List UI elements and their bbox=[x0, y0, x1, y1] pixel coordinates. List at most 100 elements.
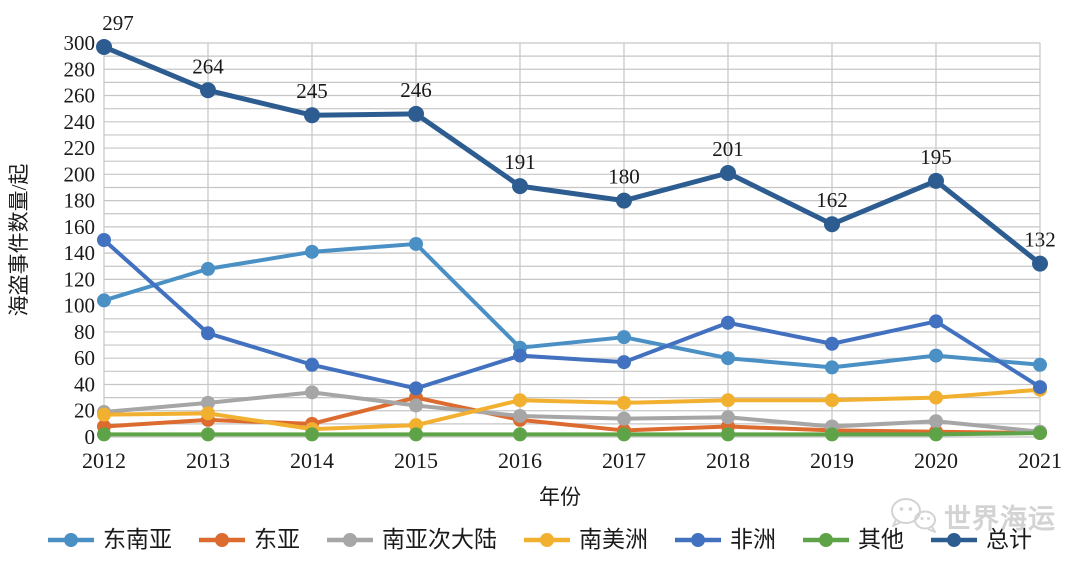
data-point bbox=[617, 427, 631, 442]
data-point bbox=[617, 411, 631, 426]
y-tick-label: 80 bbox=[74, 320, 95, 344]
data-point bbox=[200, 82, 216, 99]
x-tick-label: 2019 bbox=[810, 448, 854, 473]
total-data-label: 195 bbox=[920, 145, 952, 169]
data-point bbox=[1033, 357, 1047, 372]
data-point bbox=[513, 427, 527, 442]
data-point bbox=[617, 355, 631, 370]
data-point bbox=[825, 427, 839, 442]
axis-labels: 0204060801001201401601802002202402602803… bbox=[64, 31, 1063, 473]
series-line bbox=[103, 390, 1041, 434]
data-point bbox=[97, 233, 111, 247]
data-point bbox=[201, 261, 215, 276]
y-tick-label: 220 bbox=[64, 136, 96, 160]
y-axis-title: 海盗事件数量/起 bbox=[7, 164, 31, 317]
legend-item-2: 南亚次大陆 bbox=[327, 528, 497, 551]
legend-marker-icon bbox=[524, 532, 570, 547]
data-point bbox=[513, 348, 527, 363]
data-point bbox=[97, 407, 111, 422]
data-point bbox=[824, 216, 840, 233]
total-data-label: 297 bbox=[102, 11, 134, 35]
data-point bbox=[408, 105, 424, 122]
y-tick-label: 180 bbox=[64, 189, 96, 213]
data-point bbox=[825, 336, 839, 351]
x-tick-label: 2012 bbox=[82, 448, 126, 473]
data-point bbox=[409, 398, 423, 413]
x-tick-label: 2018 bbox=[706, 448, 750, 473]
y-tick-label: 100 bbox=[64, 294, 96, 318]
y-tick-label: 200 bbox=[64, 162, 96, 186]
data-point bbox=[96, 38, 112, 55]
data-point bbox=[929, 414, 943, 429]
total-data-label: 162 bbox=[816, 188, 848, 212]
series-line bbox=[104, 431, 1041, 437]
data-point bbox=[201, 395, 215, 410]
legend-marker-icon bbox=[931, 532, 977, 547]
legend-marker-icon bbox=[327, 532, 373, 547]
legend-marker-icon bbox=[803, 532, 849, 547]
y-tick-label: 60 bbox=[74, 346, 95, 370]
legend-item-0: 东南亚 bbox=[48, 528, 172, 551]
data-point bbox=[616, 192, 632, 209]
data-point bbox=[305, 357, 319, 372]
data-point bbox=[928, 172, 944, 189]
data-point bbox=[825, 393, 839, 408]
data-point bbox=[97, 293, 111, 308]
data-point bbox=[721, 351, 735, 366]
data-point bbox=[513, 393, 527, 408]
series-南美洲 bbox=[97, 382, 1047, 437]
legend-item-5: 其他 bbox=[803, 528, 904, 551]
y-tick-label: 140 bbox=[64, 241, 96, 265]
data-point bbox=[929, 427, 943, 442]
legend-marker-icon bbox=[199, 532, 245, 547]
data-point bbox=[825, 360, 839, 375]
data-point bbox=[1032, 255, 1048, 272]
data-point bbox=[721, 410, 735, 425]
legend-marker-icon bbox=[675, 532, 721, 547]
data-point bbox=[409, 236, 423, 251]
plot-area: 297 264 245 246 191 180 201 162 195 132 020 406080… bbox=[7, 11, 1063, 509]
y-tick-label: 120 bbox=[64, 267, 96, 291]
x-tick-label: 2017 bbox=[602, 448, 646, 473]
legend-item-label: 南美洲 bbox=[579, 527, 648, 552]
legend-item-6: 总计 bbox=[931, 528, 1032, 551]
y-tick-label: 20 bbox=[74, 399, 95, 423]
legend-item-label: 其他 bbox=[858, 527, 904, 552]
gridlines bbox=[103, 42, 1041, 438]
data-point bbox=[617, 395, 631, 410]
legend-item-label: 非洲 bbox=[730, 527, 776, 552]
series-东南亚 bbox=[97, 236, 1047, 375]
data-point bbox=[305, 385, 319, 400]
x-tick-label: 2015 bbox=[394, 448, 438, 473]
data-point bbox=[304, 107, 320, 124]
x-axis-title: 年份 bbox=[539, 485, 581, 509]
data-point bbox=[201, 326, 215, 341]
total-data-label: 180 bbox=[608, 165, 640, 189]
total-data-label: 132 bbox=[1024, 228, 1056, 252]
x-tick-label: 2016 bbox=[498, 448, 542, 473]
series-非洲 bbox=[97, 233, 1047, 396]
data-point bbox=[409, 381, 423, 396]
x-tick-label: 2020 bbox=[914, 448, 958, 473]
y-tick-label: 240 bbox=[64, 110, 96, 134]
data-series: 297 264 245 246 191 180 201 162 195 132 bbox=[96, 11, 1056, 442]
y-tick-label: 260 bbox=[64, 84, 96, 108]
data-point bbox=[201, 427, 215, 442]
legend-item-4: 非洲 bbox=[675, 528, 776, 551]
total-data-label: 246 bbox=[400, 78, 432, 102]
data-point bbox=[929, 390, 943, 405]
x-tick-label: 2014 bbox=[290, 448, 334, 473]
data-point bbox=[929, 348, 943, 363]
data-point bbox=[721, 427, 735, 442]
series-line bbox=[103, 241, 1041, 370]
data-point bbox=[929, 314, 943, 329]
y-tick-label: 160 bbox=[64, 215, 96, 239]
data-point bbox=[305, 244, 319, 259]
legend-item-3: 南美洲 bbox=[524, 528, 648, 551]
x-tick-label: 2021 bbox=[1018, 448, 1062, 473]
data-point bbox=[721, 393, 735, 408]
total-data-label: 201 bbox=[712, 137, 744, 161]
data-point bbox=[201, 406, 215, 421]
y-tick-label: 300 bbox=[64, 31, 96, 55]
data-point bbox=[720, 165, 736, 182]
